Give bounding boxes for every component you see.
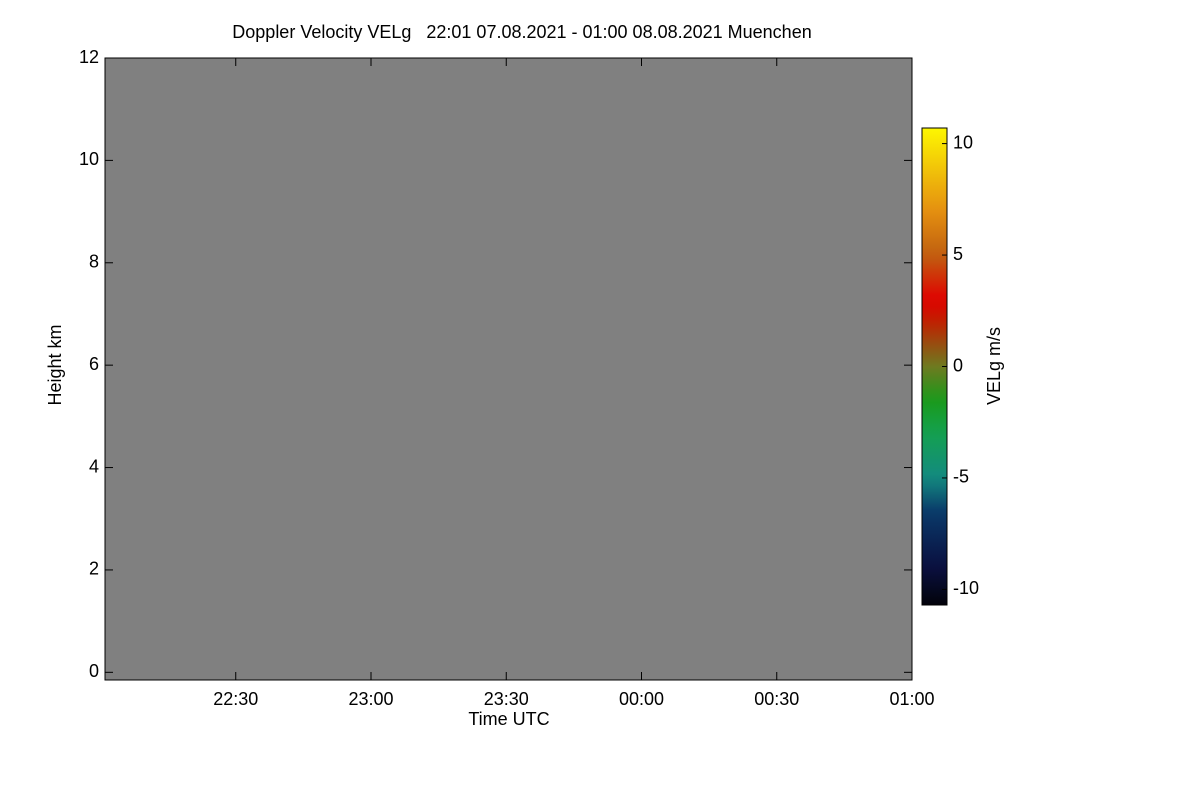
x-tick-label: 23:30 (484, 689, 529, 709)
y-tick-label: 6 (89, 354, 99, 374)
x-axis-label: Time UTC (468, 709, 549, 729)
x-tick-label: 00:30 (754, 689, 799, 709)
x-tick-label: 22:30 (213, 689, 258, 709)
y-tick-label: 4 (89, 456, 99, 476)
colorbar-tick-label: 0 (953, 355, 963, 375)
y-tick-label: 10 (79, 149, 99, 169)
y-tick-label: 0 (89, 661, 99, 681)
plot-frame (104, 57, 913, 681)
y-axis-label: Height km (45, 324, 65, 405)
x-tick-label: 23:00 (348, 689, 393, 709)
colorbar-tick-label: -10 (953, 578, 979, 598)
x-tick-label: 00:00 (619, 689, 664, 709)
colorbar-tick-label: -5 (953, 467, 969, 487)
y-tick-label: 2 (89, 559, 99, 579)
chart-title: Doppler Velocity VELg 22:01 07.08.2021 -… (232, 22, 811, 42)
y-tick-label: 8 (89, 252, 99, 272)
colorbar-tick-label: 10 (953, 132, 973, 152)
colorbar-tick-label: 5 (953, 244, 963, 264)
colorbar-label: VELg m/s (984, 327, 1004, 405)
y-tick-label: 12 (79, 47, 99, 67)
plot-background (105, 58, 912, 680)
x-tick-label: 01:00 (889, 689, 934, 709)
